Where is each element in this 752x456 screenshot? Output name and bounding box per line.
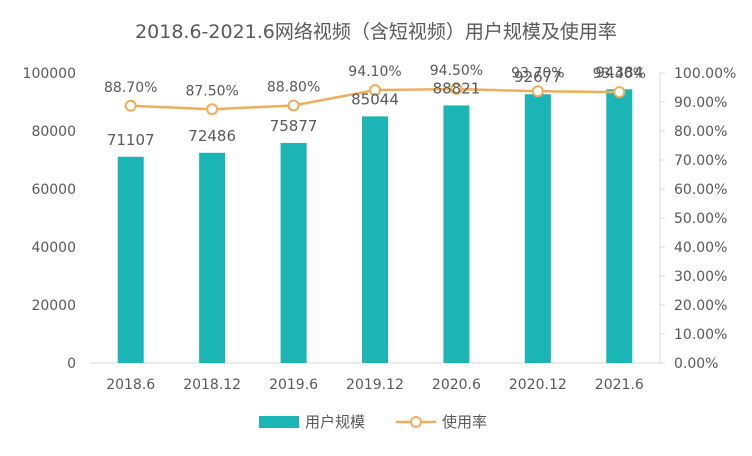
bar-data-label: 72486 xyxy=(188,127,236,145)
line-point xyxy=(287,99,300,112)
y-right-tick-label: 60.00% xyxy=(674,182,727,198)
bar-data-label: 75877 xyxy=(270,117,318,135)
y-left-tick-label: 20000 xyxy=(31,298,76,314)
bar xyxy=(443,105,470,363)
x-tick-label: 2019.12 xyxy=(346,377,404,393)
line-data-label: 93.40% xyxy=(593,66,646,82)
chart-title: 2018.6-2021.6网络视频（含短视频）用户规模及使用率 xyxy=(135,21,617,43)
y-left-tick-label: 80000 xyxy=(31,124,76,140)
y-right-tick-label: 80.00% xyxy=(674,124,727,140)
bar-data-label: 94384 xyxy=(595,63,643,81)
x-tick-label: 2020.6 xyxy=(432,377,481,393)
x-tick-label: 2018.12 xyxy=(183,377,241,393)
x-tick-label: 2018.6 xyxy=(106,377,155,393)
line-data-label: 88.80% xyxy=(267,79,320,95)
legend: 用户规模 使用率 xyxy=(259,413,487,431)
line-data-label: 94.10% xyxy=(348,64,401,80)
y-right-tick-label: 10.00% xyxy=(674,327,727,343)
bar xyxy=(606,89,633,363)
line-point xyxy=(206,103,219,116)
y-left-tick-label: 0 xyxy=(67,356,76,372)
line-data-label: 93.70% xyxy=(511,65,564,81)
data-labels-layer: 71107 72486 75877 85044 88821 92677 94384 88.70… xyxy=(104,63,646,149)
legend-line-label: 使用率 xyxy=(442,413,487,431)
x-tick-label: 2020.12 xyxy=(509,377,567,393)
y-left-tick-label: 40000 xyxy=(31,240,76,256)
bar-data-label: 71107 xyxy=(107,131,155,149)
y-right-tick-label: 0.00% xyxy=(674,356,718,372)
bar-data-label: 85044 xyxy=(351,90,399,108)
bar-data-label: 88821 xyxy=(433,79,481,97)
bar xyxy=(117,156,144,363)
bar xyxy=(199,152,226,363)
x-tick-label: 2021.6 xyxy=(595,377,644,393)
y-right-tick-label: 100.00% xyxy=(674,66,736,82)
line-point xyxy=(531,85,544,98)
line-point xyxy=(613,86,626,99)
y-right-tick-label: 30.00% xyxy=(674,269,727,285)
y-right-tick-label: 70.00% xyxy=(674,153,727,169)
y-left-tick-label: 60000 xyxy=(31,182,76,198)
y-right-tick-label: 40.00% xyxy=(674,240,727,256)
bars-layer xyxy=(117,89,633,364)
line-data-label: 94.50% xyxy=(430,63,483,79)
line-point xyxy=(369,84,381,97)
bar-data-label: 92677 xyxy=(514,68,562,86)
line-data-label: 87.50% xyxy=(185,83,238,99)
x-tick-label: 2019.6 xyxy=(269,377,318,393)
y-right-tick-label: 90.00% xyxy=(674,95,727,111)
y-right-tick-label: 20.00% xyxy=(674,298,727,314)
y-left-tick-label: 100000 xyxy=(23,66,76,82)
line-data-label: 88.70% xyxy=(104,80,157,96)
line-layer xyxy=(124,82,626,116)
legend-line-marker xyxy=(410,416,422,428)
bar xyxy=(524,94,551,364)
line-point xyxy=(124,99,137,112)
bar xyxy=(280,142,307,363)
axes-layer: 0 20000 40000 60000 80000 100000 0.00% 10.00% 20… xyxy=(23,66,737,393)
line-point xyxy=(450,82,463,95)
y-right-tick-label: 50.00% xyxy=(674,211,727,227)
legend-bar-swatch xyxy=(259,416,299,428)
bar xyxy=(362,116,388,363)
legend-bar-label: 用户规模 xyxy=(305,413,365,431)
